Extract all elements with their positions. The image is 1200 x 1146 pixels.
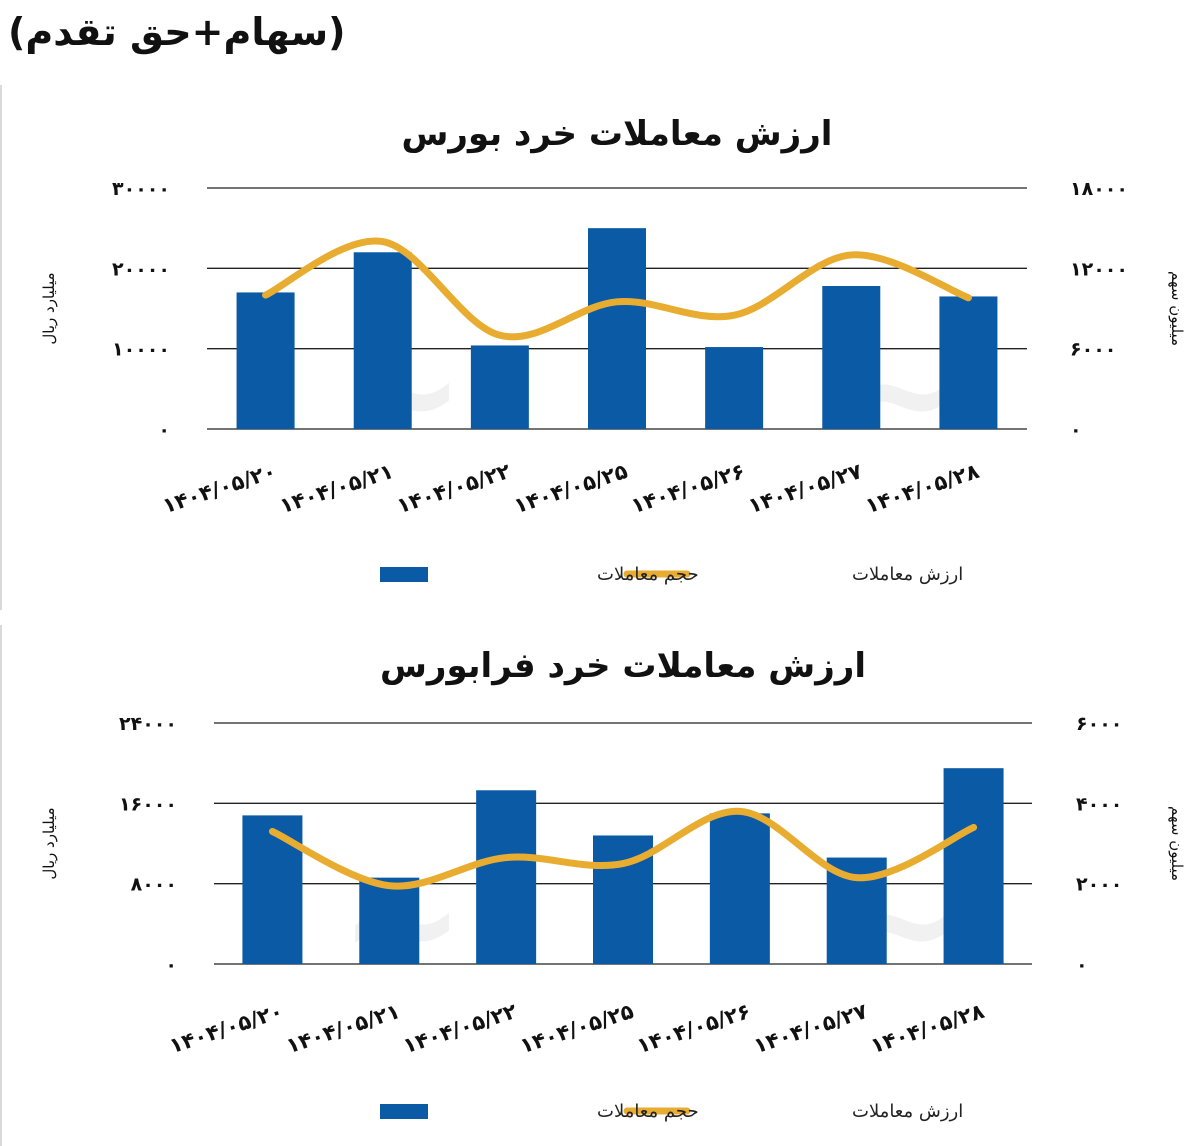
line-point <box>382 241 384 243</box>
ytick-left-label: ۸۰۰۰ <box>131 874 177 896</box>
ytick-left-label: ۰ <box>165 954 177 976</box>
ylabel-right: میلیون سهم <box>1168 271 1186 346</box>
line-point <box>856 877 858 879</box>
header-note: (سهام+حق تقدم) <box>8 10 346 54</box>
line-point <box>733 314 735 316</box>
ytick-right-label: ۰ <box>1076 954 1088 976</box>
line-point <box>850 254 852 256</box>
line-point <box>622 863 624 865</box>
bar <box>588 228 646 429</box>
ytick-left-label: ۲۰۰۰۰ <box>112 258 170 280</box>
ytick-left-label: ۲۴۰۰۰ <box>119 713 177 735</box>
bar <box>470 345 529 429</box>
ylabel-right: میلیون سهم <box>1168 806 1186 881</box>
ytick-right-label: ۶۰۰۰ <box>1076 713 1122 735</box>
chart-title: ارزش معاملات خرد فرابورس <box>380 646 866 686</box>
legend-line-label: ارزش معاملات <box>852 1101 963 1122</box>
xtick-label: ۱۴۰۴/۰۵/۲۶ <box>628 459 748 518</box>
ytick-right-label: ۴۰۰۰ <box>1076 793 1122 815</box>
ytick-right-label: ۲۰۰۰ <box>1076 874 1122 896</box>
line-point <box>388 885 390 887</box>
xtick-label: ۱۴۰۴/۰۵/۲۱ <box>277 459 397 518</box>
chart-panel-farabourse: ~~ارزش معاملات خرد فرابورس۰۸۰۰۰۱۶۰۰۰۲۴۰۰… <box>0 625 1200 1146</box>
bar <box>705 347 764 429</box>
line-point <box>505 857 507 859</box>
chart-farabourse: ~~ارزش معاملات خرد فرابورس۰۸۰۰۰۱۶۰۰۰۲۴۰۰… <box>40 646 1186 1122</box>
xtick-label: ۱۴۰۴/۰۵/۲۷ <box>745 459 865 518</box>
xtick-label: ۱۴۰۴/۰۵/۲۶ <box>634 999 754 1058</box>
legend-bar-swatch <box>380 1104 428 1119</box>
ylabel-left: میلیارد ریال <box>40 807 58 879</box>
ytick-right-label: ۱۲۰۰۰ <box>1070 258 1128 280</box>
xtick-label: ۱۴۰۴/۰۵/۲۰ <box>166 999 286 1058</box>
line-point <box>499 334 501 336</box>
line-point <box>265 294 267 296</box>
xtick-label: ۱۴۰۴/۰۵/۲۵ <box>517 999 637 1058</box>
ytick-left-label: ۱۰۰۰۰ <box>112 339 170 361</box>
chart-panel-bourse: ~~ارزش معاملات خرد بورس۰۱۰۰۰۰۲۰۰۰۰۳۰۰۰۰۰… <box>0 85 1200 610</box>
bar <box>709 813 770 964</box>
bar <box>939 296 998 429</box>
legend-bar-swatch <box>380 567 428 582</box>
bar <box>236 292 295 429</box>
xtick-label: ۱۴۰۴/۰۵/۲۵ <box>511 459 631 518</box>
legend-bar-label: حجم معاملات <box>597 564 699 585</box>
line-point <box>739 810 741 812</box>
xtick-label: ۱۴۰۴/۰۵/۲۷ <box>751 999 871 1058</box>
legend-line-label: ارزش معاملات <box>852 564 963 585</box>
ytick-right-label: ۶۰۰۰ <box>1070 339 1116 361</box>
bar <box>242 815 303 964</box>
line-point <box>967 297 969 299</box>
xtick-label: ۱۴۰۴/۰۵/۲۰ <box>160 459 280 518</box>
ylabel-left: میلیارد ریال <box>40 272 58 344</box>
ytick-left-label: ۱۶۰۰۰ <box>119 793 177 815</box>
bar <box>943 768 1004 964</box>
chart-title: ارزش معاملات خرد بورس <box>402 114 833 154</box>
ytick-left-label: ۰ <box>158 419 170 441</box>
ytick-left-label: ۳۰۰۰۰ <box>112 178 170 200</box>
bar <box>476 790 537 964</box>
bar <box>359 877 420 964</box>
bar <box>822 286 881 429</box>
legend-bar-label: حجم معاملات <box>597 1101 699 1122</box>
ytick-right-label: ۱۸۰۰۰ <box>1070 178 1128 200</box>
line-point <box>271 830 273 832</box>
ytick-right-label: ۰ <box>1070 419 1082 441</box>
line-point <box>973 826 975 828</box>
bar <box>353 252 412 429</box>
chart-bourse: ~~ارزش معاملات خرد بورس۰۱۰۰۰۰۲۰۰۰۰۳۰۰۰۰۰… <box>40 114 1186 585</box>
line-point <box>616 301 618 303</box>
